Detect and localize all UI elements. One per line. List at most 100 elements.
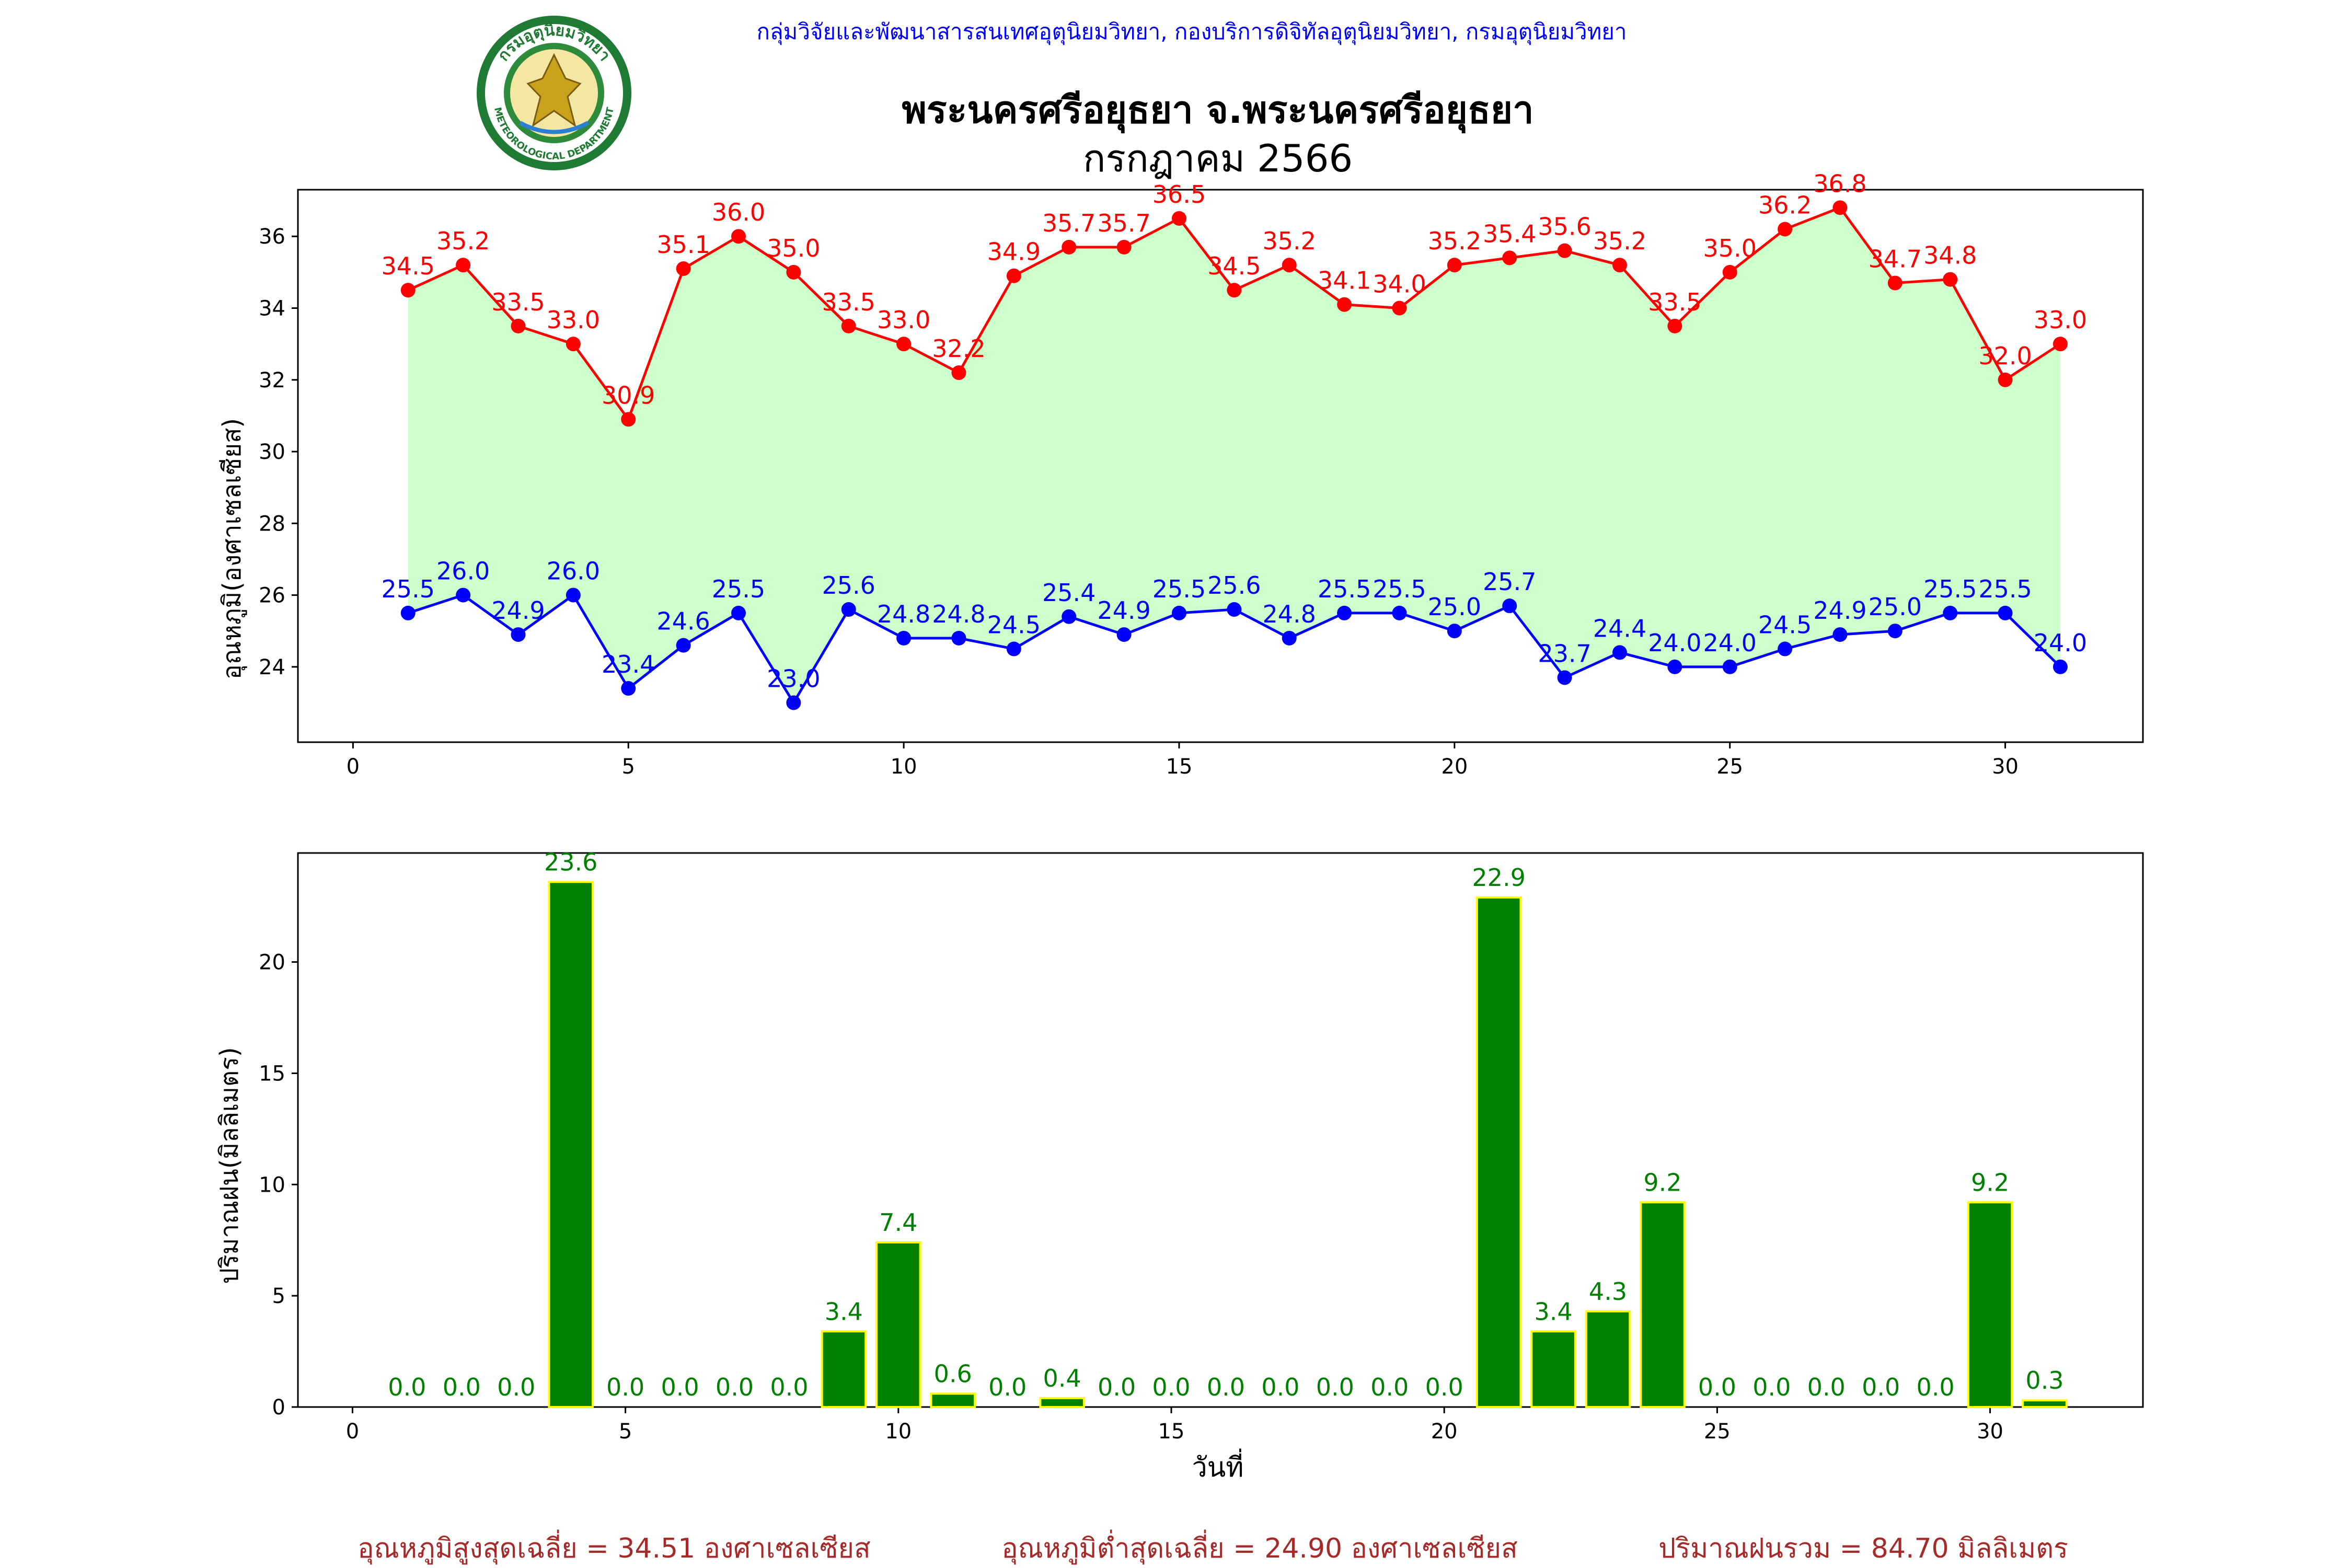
temperature-y-axis-label: อุณหภูมิ(องศาเซลเซียส) bbox=[217, 418, 247, 679]
rainfall-y-axis-label: ปริมาณฝน(มิลลิเมตร) bbox=[215, 1047, 244, 1284]
min-temperature-label: 25.0 bbox=[1869, 593, 1922, 621]
temperature-y-tick-label: 32 bbox=[259, 368, 285, 393]
temperature-y-tick-label: 24 bbox=[259, 655, 285, 679]
meteorological-department-logo: กรมอุตุนิยมวิทยา METEOROLOGICAL DEPARTME… bbox=[477, 16, 631, 170]
rainfall-label: 0.0 bbox=[1316, 1373, 1354, 1401]
max-temperature-label: 36.5 bbox=[1152, 180, 1206, 209]
rainfall-label: 0.0 bbox=[1098, 1373, 1136, 1401]
max-temperature-point bbox=[841, 318, 856, 333]
temperature-x-tick-label: 0 bbox=[347, 755, 360, 779]
max-temperature-point bbox=[1227, 283, 1242, 298]
max-temperature-label: 35.7 bbox=[1097, 209, 1150, 237]
rainfall-bar bbox=[548, 881, 594, 1408]
min-temperature-label: 25.0 bbox=[1428, 593, 1481, 621]
temperature-range-fill bbox=[408, 207, 2060, 703]
max-temperature-point bbox=[1887, 275, 1903, 291]
rainfall-x-tick-label: 30 bbox=[1977, 1420, 2003, 1444]
rainfall-label: 0.0 bbox=[443, 1373, 481, 1401]
min-temperature-point bbox=[1171, 605, 1186, 620]
rainfall-bar bbox=[821, 1330, 867, 1408]
min-temperature-label: 25.5 bbox=[382, 575, 435, 603]
rainfall-label: 0.0 bbox=[1425, 1373, 1463, 1401]
max-temperature-point bbox=[1282, 258, 1297, 273]
rainfall-bar bbox=[930, 1392, 976, 1408]
rainfall-bar bbox=[875, 1241, 921, 1409]
rainfall-x-tick-label: 0 bbox=[346, 1420, 359, 1444]
min-temperature-point bbox=[1337, 605, 1352, 620]
max-temperature-point bbox=[786, 264, 801, 280]
temperature-x-tick-label: 30 bbox=[1992, 755, 2019, 779]
rainfall-x-tick-label: 5 bbox=[619, 1420, 632, 1444]
max-temperature-label: 35.4 bbox=[1483, 220, 1536, 248]
max-temperature-label: 35.6 bbox=[1538, 213, 1591, 241]
rainfall-axes: 0 5 10 15 20 25 30 0 5 10 15 20 bbox=[259, 852, 2144, 1444]
rainfall-label: 9.2 bbox=[1643, 1168, 1681, 1196]
temperature-x-tick-label: 20 bbox=[1441, 755, 1468, 779]
rainfall-label: 0.0 bbox=[388, 1373, 426, 1401]
temperature-axes-frame bbox=[297, 189, 2144, 743]
max-temperature-point bbox=[1832, 200, 1848, 215]
min-temperature-label: 25.5 bbox=[1318, 575, 1371, 603]
min-temperature-label: 23.4 bbox=[602, 650, 655, 678]
max-temperature-point bbox=[456, 258, 471, 273]
min-temperature-point bbox=[1392, 605, 1407, 620]
rainfall-label: 0.0 bbox=[1370, 1373, 1409, 1401]
rainfall-label: 0.0 bbox=[988, 1373, 1027, 1401]
min-temperature-point bbox=[1502, 598, 1517, 614]
max-temperature-point bbox=[1502, 250, 1517, 266]
min-temperature-label: 25.7 bbox=[1483, 568, 1536, 596]
rainfall-y-tick-label: 10 bbox=[259, 1173, 285, 1197]
max-temperature-point bbox=[1006, 268, 1021, 283]
max-temperature-label: 34.1 bbox=[1318, 267, 1371, 295]
temperature-plot-area bbox=[400, 200, 2068, 710]
max-temperature-label: 35.0 bbox=[767, 234, 820, 262]
min-temperature-point bbox=[1778, 641, 1793, 656]
min-temperature-point bbox=[841, 602, 856, 617]
rainfall-y-tick-label: 20 bbox=[259, 951, 285, 975]
max-temperature-label: 35.1 bbox=[656, 230, 710, 259]
max-temperature-label: 36.0 bbox=[712, 198, 765, 226]
max-temperature-point bbox=[1557, 243, 1572, 258]
min-temperature-label: 24.0 bbox=[2034, 629, 2087, 657]
rainfall-bar bbox=[2022, 1399, 2068, 1409]
rainfall-label: 0.0 bbox=[661, 1373, 699, 1401]
min-temperature-label: 25.6 bbox=[1207, 571, 1261, 599]
max-temperature-label: 34.9 bbox=[987, 238, 1041, 266]
temperature-y-tick-label: 36 bbox=[259, 225, 285, 249]
min-temperature-point bbox=[2053, 659, 2068, 674]
max-temperature-label: 30.9 bbox=[602, 381, 655, 409]
max-temperature-point bbox=[1337, 297, 1352, 312]
min-temperature-label: 24.9 bbox=[1813, 596, 1866, 625]
min-temperature-point bbox=[1227, 602, 1242, 617]
rainfall-bar bbox=[1475, 896, 1522, 1408]
min-temperature-label: 25.5 bbox=[1152, 575, 1206, 603]
rainfall-label: 0.3 bbox=[2025, 1366, 2063, 1394]
min-temperature-point bbox=[1006, 641, 1021, 656]
max-temperature-label: 32.2 bbox=[932, 335, 985, 363]
rainfall-x-tick-label: 10 bbox=[885, 1420, 912, 1444]
max-temperature-label: 33.0 bbox=[877, 306, 930, 334]
min-temperature-point bbox=[1116, 627, 1132, 642]
rainfall-bar bbox=[1530, 1330, 1576, 1408]
rainfall-y-tick-label: 0 bbox=[272, 1396, 285, 1420]
rainfall-label: 0.0 bbox=[606, 1373, 644, 1401]
min-temperature-point bbox=[511, 627, 526, 642]
rainfall-label: 0.0 bbox=[1152, 1373, 1190, 1401]
max-temperature-point bbox=[1612, 258, 1627, 273]
max-temperature-label: 33.0 bbox=[2034, 306, 2087, 334]
max-temperature-point bbox=[1171, 211, 1186, 226]
rainfall-label: 0.0 bbox=[1753, 1373, 1791, 1401]
min-temperature-label: 24.4 bbox=[1593, 614, 1646, 642]
min-temperature-point bbox=[1832, 627, 1848, 642]
rainfall-label: 3.4 bbox=[825, 1297, 863, 1325]
max-temperature-label: 35.2 bbox=[1428, 227, 1481, 255]
min-temperature-label: 24.6 bbox=[656, 607, 710, 636]
min-temperature-point bbox=[676, 638, 691, 653]
rainfall-label: 0.0 bbox=[1807, 1373, 1846, 1401]
rainfall-label: 3.4 bbox=[1534, 1297, 1572, 1325]
min-temperature-label: 25.6 bbox=[822, 571, 875, 599]
rainfall-label: 4.3 bbox=[1589, 1277, 1627, 1306]
min-temperature-point bbox=[456, 587, 471, 603]
